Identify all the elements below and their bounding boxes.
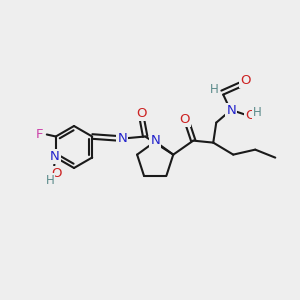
Text: N: N [50,150,60,163]
Text: O: O [245,109,256,122]
Text: N: N [117,132,127,145]
Text: O: O [136,107,146,120]
Text: H: H [45,174,54,187]
Text: F: F [36,128,44,141]
Text: N: N [226,104,236,117]
Text: H: H [253,106,262,119]
Text: O: O [179,113,190,126]
Text: O: O [52,167,62,180]
Text: N: N [150,134,160,147]
Text: O: O [240,74,250,87]
Text: H: H [210,83,219,96]
